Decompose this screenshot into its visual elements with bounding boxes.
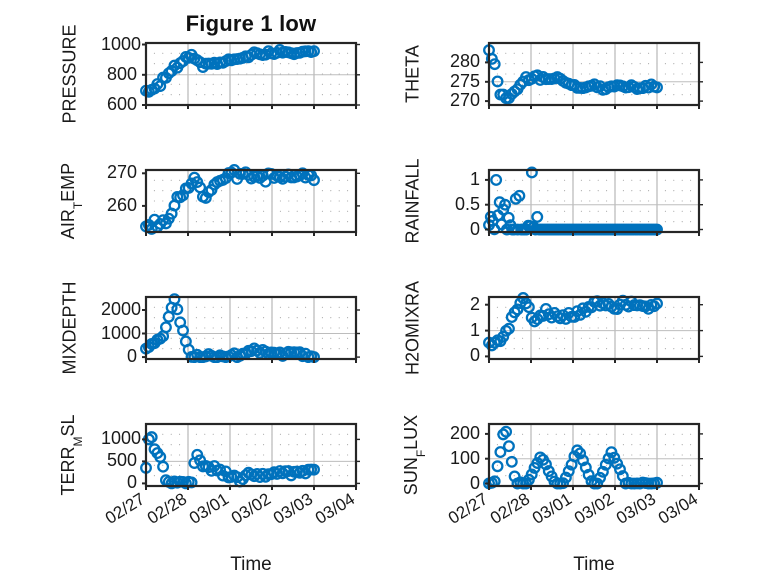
svg-text:03/02: 03/02	[571, 489, 617, 528]
svg-text:03/04: 03/04	[312, 489, 358, 528]
svg-text:02/28: 02/28	[144, 489, 190, 528]
svg-text:02/27: 02/27	[102, 489, 148, 528]
svg-text:03/03: 03/03	[270, 489, 316, 528]
svg-text:03/04: 03/04	[655, 489, 701, 528]
svg-text:03/01: 03/01	[186, 489, 232, 528]
svg-text:03/02: 03/02	[228, 489, 274, 528]
svg-text:02/27: 02/27	[445, 489, 491, 528]
svg-text:02/28: 02/28	[487, 489, 533, 528]
svg-text:03/03: 03/03	[613, 489, 659, 528]
svg-text:03/01: 03/01	[529, 489, 575, 528]
